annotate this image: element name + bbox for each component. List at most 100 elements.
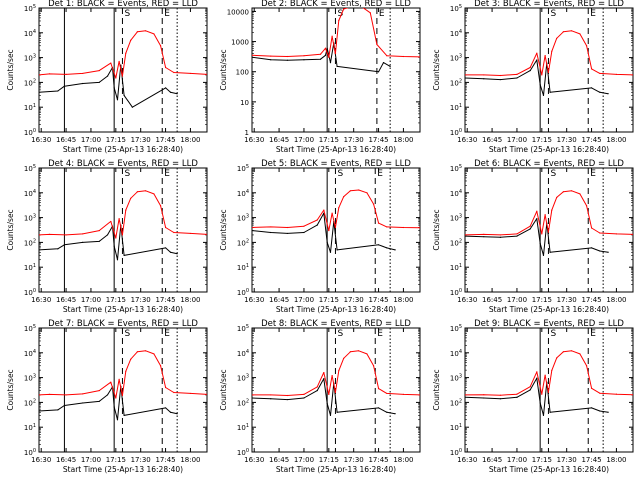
- data-point-lld: [331, 35, 333, 37]
- data-point-lld: [579, 193, 581, 195]
- x-tick-label: 17:45: [368, 136, 388, 144]
- data-point-lld: [173, 71, 175, 74]
- x-tick-label: 17:30: [344, 296, 364, 304]
- x-tick-label: 16:30: [244, 296, 264, 304]
- y-tick-label: 105: [450, 324, 462, 333]
- data-point-lld: [386, 392, 388, 395]
- x-axis-title: Start Time (25-Apr-13 16:28:40): [489, 465, 609, 474]
- data-point-lld: [465, 234, 466, 236]
- y-tick-label: 101: [450, 423, 462, 432]
- data-point-events: [394, 249, 396, 251]
- data-point-lld: [544, 374, 546, 376]
- data-point-lld: [419, 56, 420, 58]
- x-tick-label: 17:30: [131, 296, 151, 304]
- y-tick-label: 100: [237, 448, 249, 457]
- data-point-lld: [632, 74, 633, 76]
- y-tick-label: 100: [24, 288, 36, 297]
- y-tick-label: 102: [24, 78, 36, 87]
- chart-title: Det 6: BLACK = Events, RED = LLD: [474, 159, 624, 169]
- data-point-lld: [252, 394, 253, 396]
- x-tick-label: 17:45: [368, 296, 388, 304]
- data-point-lld: [465, 74, 466, 76]
- plot-frame: [251, 327, 421, 453]
- x-tick-label: 17:30: [344, 136, 364, 144]
- data-point-events: [499, 398, 501, 400]
- plot-frame: [464, 167, 634, 293]
- x-tick-label: 18:00: [606, 296, 626, 304]
- data-point-events: [252, 397, 253, 399]
- data-point-lld: [343, 8, 345, 10]
- y-tick-label: 101: [450, 263, 462, 272]
- marker-label-e: E: [164, 329, 170, 339]
- data-point-lld: [121, 394, 124, 397]
- data-point-lld: [585, 365, 588, 367]
- data-point-lld: [585, 205, 588, 207]
- x-tick-label: 17:45: [368, 456, 388, 464]
- data-point-lld: [118, 378, 120, 380]
- data-point-lld: [328, 393, 330, 396]
- data-point-lld: [303, 225, 305, 227]
- y-tick-label: 10000: [227, 8, 249, 16]
- data-point-lld: [529, 386, 531, 388]
- x-tick-label: 17:15: [532, 296, 552, 304]
- data-point-lld: [39, 234, 40, 236]
- series-group: [252, 350, 420, 416]
- data-point-events: [176, 93, 178, 95]
- x-tick-label: 17:15: [319, 456, 339, 464]
- marker-label-e: E: [590, 329, 596, 339]
- data-point-lld: [551, 209, 553, 211]
- chart-panel: Det 8: BLACK = Events, RED = LLD 100 101 10…: [219, 319, 421, 474]
- series-line-events: [39, 385, 178, 421]
- data-point-events: [499, 78, 501, 81]
- chart-title: Det 7: BLACK = Events, RED = LLD: [48, 319, 198, 329]
- data-point-events: [529, 389, 531, 391]
- x-tick-label: 17:00: [81, 136, 101, 144]
- data-point-lld: [125, 209, 127, 211]
- data-point-events: [599, 410, 601, 412]
- data-point-lld: [402, 55, 405, 58]
- panel-grid: Det 1: BLACK = Events, RED = LLD10010110…: [6, 0, 634, 474]
- chart-title: Det 9: BLACK = Events, RED = LLD: [474, 319, 624, 329]
- data-point-lld: [556, 196, 558, 199]
- data-point-lld: [465, 394, 466, 396]
- data-point-lld: [536, 52, 538, 54]
- data-point-lld: [323, 209, 325, 211]
- data-point-lld: [585, 45, 588, 47]
- data-point-lld: [402, 226, 405, 229]
- data-point-lld: [547, 391, 550, 393]
- data-point-events: [164, 87, 167, 89]
- data-point-events: [382, 62, 385, 64]
- data-point-events: [377, 407, 380, 409]
- data-point-lld: [529, 66, 531, 69]
- data-point-events: [176, 253, 178, 255]
- data-point-events: [465, 396, 466, 398]
- data-point-events: [590, 247, 593, 249]
- x-tick-label: 18:00: [393, 456, 413, 464]
- data-point-events: [529, 228, 531, 230]
- data-point-events: [590, 87, 593, 89]
- data-point-lld: [369, 12, 371, 14]
- data-point-events: [123, 94, 125, 96]
- x-tick-label: 17:45: [155, 456, 175, 464]
- x-tick-label: 17:15: [532, 456, 552, 464]
- chart-panel: Det 6: BLACK = Events, RED = LLD 100 101 10…: [432, 159, 634, 314]
- y-tick-label: 104: [24, 29, 36, 38]
- series-group: [39, 30, 207, 108]
- y-axis-title: Counts/sec: [219, 369, 228, 410]
- x-tick-label: 17:00: [81, 456, 101, 464]
- data-point-lld: [136, 191, 138, 193]
- data-point-lld: [349, 351, 351, 353]
- data-point-events: [324, 54, 327, 56]
- data-point-lld: [130, 39, 132, 41]
- x-tick-label: 17:30: [131, 136, 151, 144]
- data-point-events: [63, 85, 66, 87]
- data-point-lld: [544, 55, 546, 57]
- data-point-lld: [599, 72, 601, 75]
- series-group: [252, 8, 420, 73]
- x-tick-label: 18:00: [606, 456, 626, 464]
- x-tick-label: 16:30: [457, 456, 477, 464]
- data-point-lld: [632, 394, 633, 396]
- marker-label-e: E: [590, 9, 596, 19]
- data-point-lld: [189, 232, 192, 235]
- data-point-lld: [130, 358, 132, 360]
